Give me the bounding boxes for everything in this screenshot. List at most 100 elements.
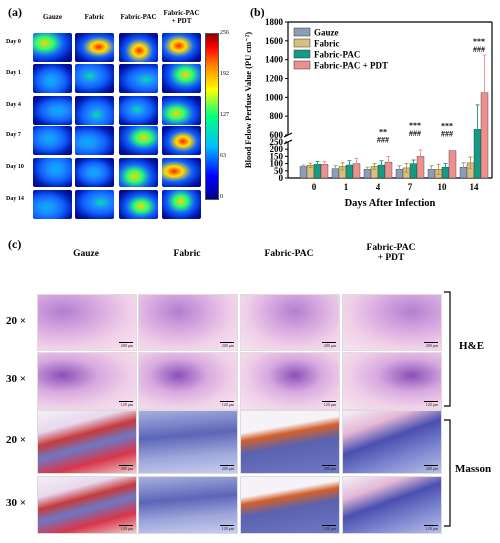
scale-bar-label: 200 μm <box>425 466 438 471</box>
x-tick-label: 7 <box>408 182 413 192</box>
x-axis-label: Days After Infection <box>345 198 436 209</box>
panel-a-column-header: Fabric <box>84 13 105 21</box>
scale-bar <box>119 342 133 343</box>
panel-b-label: (b) <box>250 5 265 19</box>
y-tick-label: 1600 <box>265 36 284 46</box>
y-tick-label: 50 <box>274 166 284 176</box>
masson-stain-image: 120 μm <box>37 476 137 534</box>
he-stain-image: 120 μm <box>342 352 442 410</box>
x-tick-label: 0 <box>312 182 317 192</box>
panel-a-column-header: Fabric-PAC <box>120 13 157 21</box>
error-bar <box>436 163 441 175</box>
scale-bar <box>220 401 234 402</box>
error-bar <box>443 163 448 172</box>
error-bar <box>429 165 434 174</box>
scale-bar <box>119 525 133 526</box>
scale-bar <box>322 525 336 526</box>
y-tick-label: 250 <box>270 137 284 147</box>
masson-stain-image: 200 μm <box>37 410 137 474</box>
error-bar <box>372 163 377 170</box>
panel-a-row-header: Day 14 <box>6 196 24 202</box>
significance-mark: ### <box>441 130 453 139</box>
laser-doppler-image <box>119 33 158 62</box>
magnification-label: 20 × <box>6 434 27 446</box>
laser-doppler-image <box>75 126 114 155</box>
error-bar <box>404 163 409 173</box>
laser-doppler-image <box>75 64 114 93</box>
scale-bar <box>424 342 438 343</box>
laser-doppler-image <box>33 126 72 155</box>
colorbar-tick: 63 <box>220 153 226 159</box>
error-bar <box>308 162 313 168</box>
legend-label: Fabric-PAC + PDT <box>314 61 388 71</box>
y-tick-label: 800 <box>270 111 284 121</box>
laser-doppler-image <box>75 190 114 219</box>
scale-bar-label: 120 μm <box>221 526 234 531</box>
masson-stain-image: 200 μm <box>138 410 238 474</box>
y-tick-label: 600 <box>270 130 284 140</box>
laser-doppler-image <box>33 33 72 62</box>
panel-a-row-header: Day 4 <box>6 102 21 108</box>
error-bar <box>386 155 391 169</box>
legend-swatch <box>293 27 311 37</box>
y-tick-label: 1800 <box>265 18 284 27</box>
laser-doppler-image <box>33 64 72 93</box>
laser-doppler-image <box>119 96 158 125</box>
he-bracket <box>444 291 451 407</box>
scale-bar <box>424 465 438 466</box>
masson-bracket <box>444 419 451 527</box>
error-bar <box>301 164 306 169</box>
significance-mark: *** <box>441 122 453 131</box>
legend-swatch <box>293 60 311 70</box>
laser-doppler-image <box>162 33 201 62</box>
masson-stain-image: 120 μm <box>342 476 442 534</box>
scale-bar-label: 120 μm <box>120 526 133 531</box>
legend-label: Gauze <box>314 28 339 38</box>
error-bar <box>411 159 416 168</box>
significance-mark: ### <box>377 135 389 144</box>
panel-a-row-header: Day 10 <box>6 164 24 170</box>
panel-c-column-header: Gauze <box>73 249 99 259</box>
colorbar-tick: 192 <box>220 71 229 77</box>
masson-stain-image: 120 μm <box>240 476 340 534</box>
panel-a-column-header: Fabric-PAC + PDT <box>163 9 200 25</box>
y-tick-label: 200 <box>270 144 284 154</box>
panel-c-column-header: Fabric-PAC <box>264 249 314 259</box>
panel-a-row-header: Day 0 <box>6 39 21 45</box>
x-tick-label: 4 <box>376 182 381 192</box>
stain-brackets <box>444 291 451 527</box>
he-stain-image: 200 μm <box>240 294 340 351</box>
colorbar-tick: 256 <box>220 30 229 36</box>
he-stain-image: 120 μm <box>37 352 137 410</box>
error-bar <box>340 162 345 171</box>
laser-doppler-image <box>75 158 114 187</box>
scale-bar-label: 120 μm <box>323 402 336 407</box>
panel-c-label: (c) <box>8 237 22 251</box>
scale-bar <box>424 401 438 402</box>
significance-mark: *** <box>409 121 421 130</box>
legend-label: Fabric <box>314 39 340 49</box>
magnification-label: 20 × <box>6 314 27 327</box>
laser-doppler-image <box>119 126 158 155</box>
magnification-label: 30 × <box>6 373 27 385</box>
legend-swatch <box>293 49 311 59</box>
masson-stain-image: 200 μm <box>342 410 442 474</box>
masson-stain-image: 200 μm <box>240 410 340 474</box>
scale-bar-label: 200 μm <box>120 343 133 348</box>
x-tick-label: 14 <box>470 182 480 192</box>
laser-doppler-image <box>119 64 158 93</box>
panel-a-column-header: Gauze <box>42 13 63 21</box>
scale-bar-label: 120 μm <box>425 402 438 407</box>
he-stain-image: 120 μm <box>138 352 238 410</box>
error-bar <box>347 160 352 170</box>
legend-swatch <box>293 38 311 48</box>
error-bar <box>365 166 370 172</box>
laser-doppler-image <box>33 190 72 219</box>
scale-bar <box>322 342 336 343</box>
error-bar <box>379 160 384 170</box>
panel-a-colorbar <box>205 33 219 200</box>
laser-doppler-image <box>162 96 201 125</box>
error-bar <box>354 158 359 170</box>
scale-bar-label: 200 μm <box>221 343 234 348</box>
error-bar <box>482 54 487 131</box>
